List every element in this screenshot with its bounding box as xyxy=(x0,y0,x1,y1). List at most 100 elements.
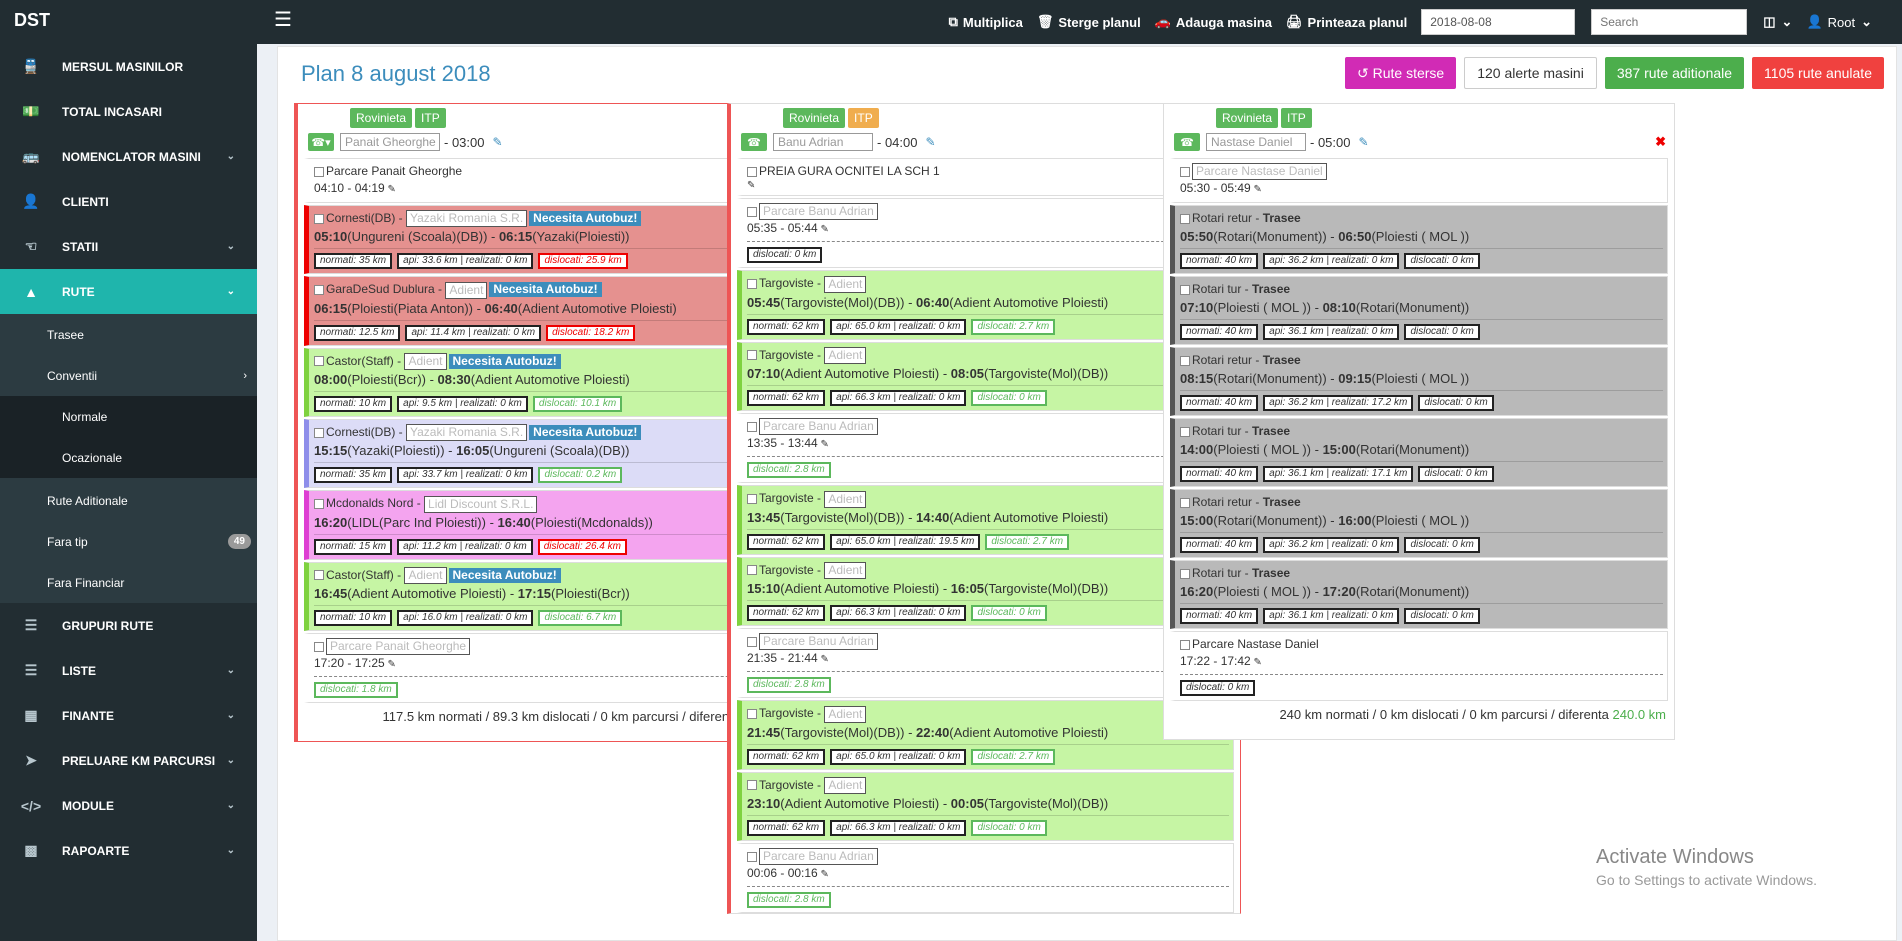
sidebar-item-rute[interactable]: ▲ RUTE ⌄ xyxy=(0,269,257,314)
sidebar-item-rapoarte[interactable]: ▩ RAPOARTE ⌄ xyxy=(0,828,257,873)
edit-icon[interactable]: ✎ xyxy=(384,659,396,671)
hamburger-menu-icon[interactable]: ☰ xyxy=(274,9,292,31)
sidebar-item-ocazionale[interactable]: Ocazionale xyxy=(0,437,257,478)
search-input[interactable] xyxy=(1591,9,1748,35)
date-input[interactable] xyxy=(1421,9,1576,35)
route-checkbox[interactable] xyxy=(747,565,757,576)
sidebar-item-module[interactable]: </> MODULE ⌄ xyxy=(0,783,257,828)
edit-icon[interactable]: ✎ xyxy=(1250,657,1262,669)
route-card[interactable]: Targoviste - Adient 05:45(Targoviste(Mol)… xyxy=(737,270,1234,340)
route-checkbox[interactable] xyxy=(747,206,757,217)
route-card[interactable]: Rotari tur - Trasee 16:20(Ploiesti ( MOL … xyxy=(1170,560,1668,630)
edit-icon[interactable]: ✎ xyxy=(817,439,829,451)
route-card[interactable]: Rotari retur - Trasee 05:50(Rotari(Monume… xyxy=(1170,205,1668,275)
route-checkbox[interactable] xyxy=(1180,285,1190,296)
route-card[interactable]: Targoviste - Adient 15:10(Adient Automoti… xyxy=(737,556,1234,626)
route-checkbox[interactable] xyxy=(1180,214,1190,225)
itp-tag[interactable]: ITP xyxy=(1281,108,1312,128)
route-card[interactable]: Parcare Nastase Daniel 17:22 - 17:42 ✎ dis… xyxy=(1170,631,1668,702)
edit-icon[interactable]: ✎ xyxy=(492,135,503,149)
route-checkbox[interactable] xyxy=(1180,640,1190,651)
route-card[interactable]: Targoviste - Adient 13:45(Targoviste(Mol)… xyxy=(737,485,1234,555)
route-checkbox[interactable] xyxy=(747,636,757,647)
sidebar-item-fara-tip[interactable]: Fara tip 49 xyxy=(0,521,257,562)
route-checkbox[interactable] xyxy=(1180,166,1190,177)
sidebar-item-nomenclator[interactable]: 🚌 NOMENCLATOR MASINI ⌄ xyxy=(0,134,257,179)
route-checkbox[interactable] xyxy=(747,421,757,432)
route-checkbox[interactable] xyxy=(314,427,324,438)
route-card[interactable]: PREIA GURA OCNITEI LA SCH 1 ✎ xyxy=(737,158,1234,196)
whatsapp-icon[interactable]: ☎▾ xyxy=(308,133,334,151)
user-menu[interactable]: 👤 Root ⌄ xyxy=(1806,14,1872,30)
sidebar-item-rute-aditionale[interactable]: Rute Aditionale xyxy=(0,480,257,521)
sterge-planul-button[interactable]: 🗑 Sterge planul xyxy=(1037,14,1141,30)
alerte-masini-button[interactable]: 120 alerte masini xyxy=(1464,57,1597,89)
route-card[interactable]: Targoviste - Adient 21:45(Targoviste(Mol)… xyxy=(737,700,1234,770)
route-card[interactable]: Parcare Nastase Daniel 05:30 - 05:49 ✎ xyxy=(1170,158,1668,204)
sidebar-item-preluare[interactable]: ➤ PRELUARE KM PARCURSI ⌄ xyxy=(0,738,257,783)
multiplica-button[interactable]: ⧉ Multiplica xyxy=(949,14,1023,30)
route-card[interactable]: Targoviste - Adient 07:10(Adient Automoti… xyxy=(737,341,1234,411)
route-checkbox[interactable] xyxy=(747,494,757,505)
route-card[interactable]: Rotari tur - Trasee 07:10(Ploiesti ( MOL … xyxy=(1170,276,1668,346)
route-checkbox[interactable] xyxy=(314,499,324,510)
edit-icon[interactable]: ✎ xyxy=(747,180,756,191)
edit-icon[interactable]: ✎ xyxy=(925,135,936,149)
route-checkbox[interactable] xyxy=(747,166,757,177)
edit-icon[interactable]: ✎ xyxy=(817,869,829,881)
route-checkbox[interactable] xyxy=(747,279,757,290)
route-checkbox[interactable] xyxy=(314,166,324,177)
rovinieta-tag[interactable]: Rovinieta xyxy=(350,108,413,128)
route-checkbox[interactable] xyxy=(747,851,757,862)
itp-tag[interactable]: ITP xyxy=(848,108,879,128)
route-card[interactable]: Parcare Banu Adrian 05:35 - 05:44 ✎ disloc… xyxy=(737,198,1234,269)
route-card[interactable]: GaraDeSud Dublura - Adient Necesita Autob… xyxy=(304,276,799,346)
route-card[interactable]: Mcdonalds Nord - Lidl Discount S.R.L. 16:… xyxy=(304,490,799,560)
rovinieta-tag[interactable]: Rovinieta xyxy=(783,108,846,128)
route-checkbox[interactable] xyxy=(1180,498,1190,509)
route-checkbox[interactable] xyxy=(314,570,324,581)
route-checkbox[interactable] xyxy=(747,709,757,720)
route-card[interactable]: Parcare Panait Gheorghe 17:20 - 17:25 ✎ di… xyxy=(304,632,799,704)
route-checkbox[interactable] xyxy=(747,780,757,791)
whatsapp-icon[interactable]: ☎ xyxy=(741,133,767,151)
route-card[interactable]: Parcare Panait Gheorghe 04:10 - 04:19 ✎ xyxy=(304,158,799,203)
route-checkbox[interactable] xyxy=(314,356,324,367)
sidebar-item-trasee[interactable]: Trasee xyxy=(0,314,257,355)
route-card[interactable]: Rotari tur - Trasee 14:00(Ploiesti ( MOL … xyxy=(1170,418,1668,488)
sidebar-item-normale[interactable]: Normale xyxy=(0,396,257,437)
printeaza-planul-button[interactable]: 🖨 Printeaza planul xyxy=(1286,14,1407,30)
edit-icon[interactable]: ✎ xyxy=(1250,184,1262,196)
route-card[interactable]: Cornesti(DB) - Yazaki Romania S.R. Necesi… xyxy=(304,418,799,489)
edit-icon[interactable]: ✎ xyxy=(384,184,396,195)
sidebar-item-mersul[interactable]: 🚆 MERSUL MASINILOR xyxy=(0,44,257,89)
edit-icon[interactable]: ✎ xyxy=(817,654,829,666)
route-card[interactable]: Rotari retur - Trasee 08:15(Rotari(Monume… xyxy=(1170,347,1668,417)
sidebar-item-total[interactable]: 💵 TOTAL INCASARI xyxy=(0,89,257,134)
rute-anulate-button[interactable]: 1105 rute anulate xyxy=(1752,57,1884,89)
route-checkbox[interactable] xyxy=(747,350,757,361)
route-card[interactable]: Cornesti(DB) - Yazaki Romania S.R. Necesi… xyxy=(304,205,799,275)
itp-tag[interactable]: ITP xyxy=(415,108,446,128)
edit-icon[interactable]: ✎ xyxy=(1358,135,1369,149)
rovinieta-tag[interactable]: Rovinieta xyxy=(1216,108,1279,128)
route-card[interactable]: Rotari retur - Trasee 15:00(Rotari(Monume… xyxy=(1170,489,1668,559)
sidebar-item-clienti[interactable]: 👤 CLIENTI xyxy=(0,179,257,224)
edit-icon[interactable]: ✎ xyxy=(817,224,829,236)
route-checkbox[interactable] xyxy=(1180,427,1190,438)
route-card[interactable]: Castor(Staff) - Adient Necesita Autobuz! 0… xyxy=(304,347,799,417)
sidebar-item-fara-financiar[interactable]: Fara Financiar xyxy=(0,562,257,603)
route-card[interactable]: Parcare Banu Adrian 13:35 - 13:44 ✎ disloc… xyxy=(737,412,1234,484)
route-card[interactable]: Castor(Staff) - Adient Necesita Autobuz! 1… xyxy=(304,561,799,631)
rute-aditionale-button[interactable]: 387 rute aditionale xyxy=(1604,57,1745,89)
layout-toggle[interactable]: ◫ ⌄ xyxy=(1763,14,1792,30)
brand-logo[interactable]: DST xyxy=(0,0,257,44)
close-icon[interactable]: ✖ xyxy=(1655,134,1666,149)
route-checkbox[interactable] xyxy=(1180,356,1190,367)
route-checkbox[interactable] xyxy=(314,213,324,224)
sidebar-item-liste[interactable]: ☰ LISTE ⌄ xyxy=(0,648,257,693)
adauga-masina-button[interactable]: 🚗 Adauga masina xyxy=(1155,14,1272,30)
route-checkbox[interactable] xyxy=(314,285,324,296)
sidebar-item-finante[interactable]: ▦ FINANTE ⌄ xyxy=(0,693,257,738)
route-card[interactable]: Parcare Banu Adrian 21:35 - 21:44 ✎ disloc… xyxy=(737,627,1234,699)
